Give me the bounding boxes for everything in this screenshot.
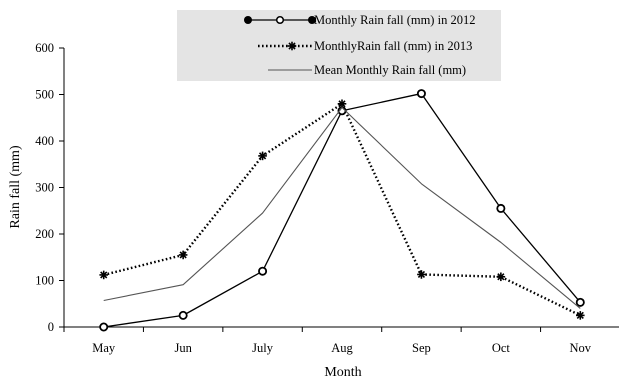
legend-entry-1: Monthly Rain fall (mm) in 2012 (244, 13, 475, 27)
data-point (99, 322, 109, 332)
series-group (99, 89, 585, 332)
legend-label: Monthly Rain fall (mm) in 2012 (314, 13, 475, 27)
series-line (103, 92, 581, 328)
data-point (99, 270, 109, 280)
data-point (417, 270, 426, 279)
legend: Monthly Rain fall (mm) in 2012 MonthlyRai… (244, 13, 475, 77)
data-point (416, 89, 426, 99)
x-tick-label: Jun (174, 341, 192, 355)
y-tick-label: 300 (35, 181, 54, 195)
series-1 (99, 89, 585, 332)
series-line (103, 102, 581, 317)
legend-entry-2: MonthlyRain fall (mm) in 2013 (258, 39, 472, 53)
y-axis-title: Rain fall (mm) (8, 145, 23, 229)
data-point (575, 297, 585, 307)
x-tick-label: May (92, 341, 116, 355)
legend-marker (275, 15, 285, 25)
data-point (178, 250, 188, 260)
axes: 0 100 200 300 400 500 600 May Jun July Aug Sep Oct No… (35, 41, 619, 355)
y-tick-label: 600 (35, 41, 54, 55)
y-tick-label: 100 (35, 274, 54, 288)
legend-label: Mean Monthly Rain fall (mm) (314, 63, 466, 77)
y-tick-label: 0 (48, 320, 54, 334)
series-3 (103, 106, 581, 309)
data-point (575, 311, 585, 320)
y-tick-label: 400 (35, 134, 54, 148)
legend-marker (287, 41, 297, 51)
legend-entry-3: Mean Monthly Rain fall (mm) (268, 63, 466, 77)
x-tick-label: Aug (331, 341, 353, 355)
x-axis-title: Month (324, 365, 361, 379)
data-point (337, 99, 347, 109)
legend-marker (244, 16, 252, 24)
legend-marker (308, 16, 316, 24)
data-point (178, 310, 188, 320)
legend-label: MonthlyRain fall (mm) in 2013 (314, 39, 472, 53)
x-tick-label: Sep (412, 341, 431, 355)
y-tick-label: 500 (35, 88, 54, 102)
y-tick-label: 200 (35, 227, 54, 241)
x-tick-label: July (252, 341, 274, 355)
data-point (258, 151, 267, 161)
data-point (496, 272, 506, 282)
series-line (103, 106, 581, 309)
data-point (258, 266, 268, 276)
data-point (496, 203, 506, 213)
x-tick-label: Nov (570, 341, 592, 355)
legend-box (177, 10, 501, 81)
series-2 (99, 99, 585, 320)
x-tick-label: Oct (492, 341, 511, 355)
